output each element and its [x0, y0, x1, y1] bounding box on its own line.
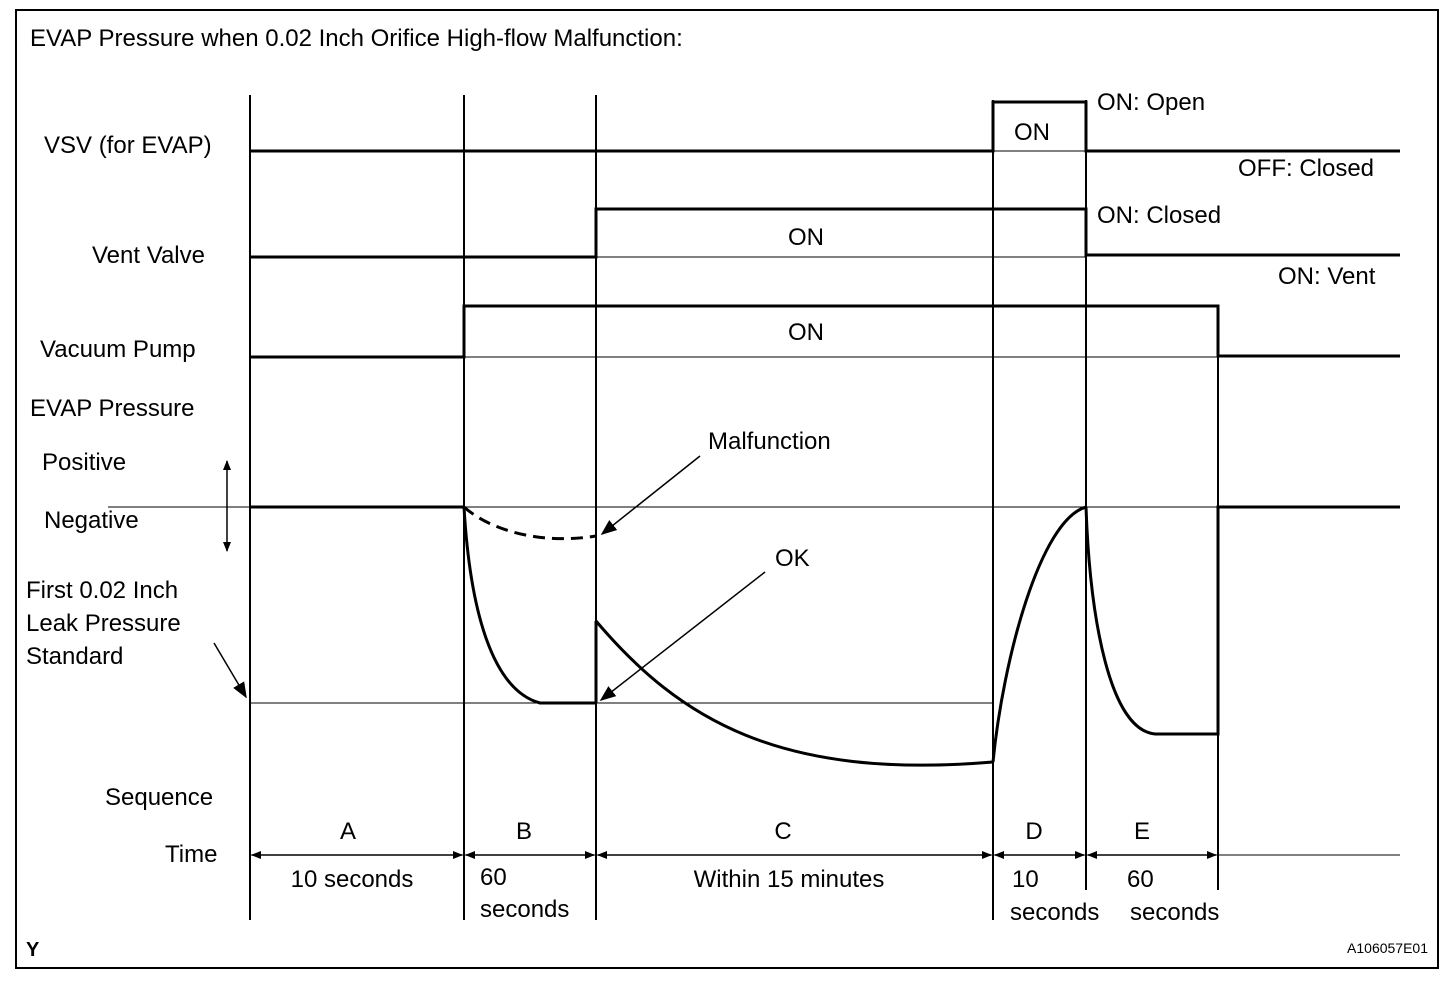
malfunction-label: Malfunction — [708, 428, 831, 455]
vent-valve-on-label: ON — [788, 224, 824, 251]
vent-valve-on-closed-note: ON: Closed — [1097, 202, 1221, 229]
negative-label: Negative — [44, 507, 139, 534]
ok-pointer-arrow — [599, 571, 766, 701]
figure-title: EVAP Pressure when 0.02 Inch Orifice Hig… — [30, 25, 683, 52]
duration-e-line2: seconds — [1130, 899, 1219, 926]
duration-b-line2: seconds — [480, 896, 569, 923]
duration-b-line1: 60 — [480, 864, 507, 891]
vsv-label: VSV (for EVAP) — [44, 132, 212, 159]
standard-label-line2: Leak Pressure — [26, 610, 181, 637]
sequence-label-e: E — [1134, 818, 1150, 845]
sequence-label-d: D — [1025, 818, 1042, 845]
sequence-label-c: C — [774, 818, 791, 845]
evap-pressure-label: EVAP Pressure — [30, 395, 195, 422]
duration-d-line2: seconds — [1010, 899, 1099, 926]
standard-label-line3: Standard — [26, 643, 123, 670]
vent-valve-vent-note: ON: Vent — [1278, 263, 1376, 290]
standard-pointer-arrow — [213, 642, 247, 699]
duration-c: Within 15 minutes — [694, 866, 885, 893]
figure-frame — [15, 9, 1439, 969]
vsv-waveform — [250, 100, 1400, 153]
vent-valve-waveform — [250, 207, 1400, 259]
duration-d-line1: 10 — [1012, 866, 1039, 893]
malfunction-dashed-curve — [463, 505, 597, 541]
sequence-label-b: B — [516, 818, 532, 845]
sequence-label-a: A — [340, 818, 356, 845]
corner-mark: Y — [26, 939, 40, 961]
vsv-off-closed-note: OFF: Closed — [1238, 155, 1374, 182]
standard-label-line1: First 0.02 Inch — [26, 577, 178, 604]
vacuum-pump-on-label: ON — [788, 319, 824, 346]
vsv-on-label: ON — [1014, 119, 1050, 146]
duration-a: 10 seconds — [291, 866, 414, 893]
sequence-row-label: Sequence — [105, 784, 213, 811]
vent-valve-label: Vent Valve — [92, 242, 205, 269]
time-row-label: Time — [165, 841, 217, 868]
positive-label: Positive — [42, 449, 126, 476]
figure-code: A106057E01 — [1347, 940, 1428, 956]
vsv-on-open-note: ON: Open — [1097, 89, 1205, 116]
vacuum-pump-waveform — [250, 304, 1400, 359]
ok-label: OK — [775, 545, 810, 572]
vacuum-pump-label: Vacuum Pump — [40, 336, 196, 363]
malfunction-pointer-arrow — [600, 455, 701, 535]
duration-e-line1: 60 — [1127, 866, 1154, 893]
evap-pressure-curve — [250, 505, 1400, 767]
